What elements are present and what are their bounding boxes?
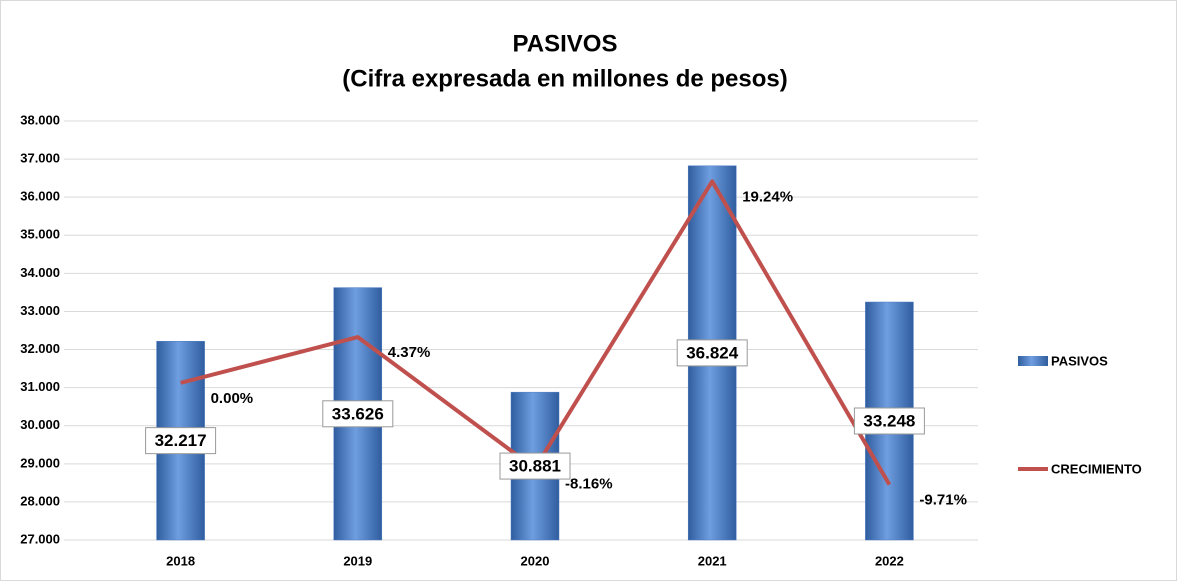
data-label: 33.626: [332, 404, 384, 423]
x-tick-label: 2022: [875, 553, 904, 568]
y-tick-label: 30.000: [20, 417, 60, 432]
data-label-box: [676, 339, 748, 367]
data-label-box: [499, 452, 571, 480]
x-tick-label: 2021: [698, 553, 727, 568]
data-label: 0.00%: [211, 390, 254, 407]
data-label-box: [145, 427, 217, 455]
y-tick-label: 32.000: [20, 341, 60, 356]
y-tick-label: 36.000: [20, 189, 60, 204]
data-label: -9.71%: [919, 492, 967, 509]
y-tick-label: 38.000: [20, 112, 60, 127]
data-label: 19.24%: [742, 188, 793, 205]
y-tick-label: 29.000: [20, 455, 60, 470]
data-label: 4.37%: [388, 344, 431, 361]
data-label: 36.824: [686, 343, 739, 362]
data-label: -8.16%: [565, 475, 613, 492]
x-tick-label: 2018: [166, 553, 195, 568]
legend-swatch: [1018, 356, 1048, 366]
y-tick-label: 31.000: [20, 379, 60, 394]
data-label-box: [853, 407, 925, 435]
data-label: 32.217: [155, 431, 207, 450]
y-tick-label: 33.000: [20, 303, 60, 318]
x-tick-label: 2019: [343, 553, 372, 568]
legend-label: PASIVOS: [1051, 353, 1108, 368]
chart-title: PASIVOS: [513, 30, 618, 57]
y-tick-label: 27.000: [20, 531, 60, 546]
chart-subtitle: (Cifra expresada en millones de pesos): [342, 65, 788, 92]
data-label: 30.881: [509, 457, 561, 476]
y-tick-label: 34.000: [20, 265, 60, 280]
data-label: 33.248: [863, 411, 915, 430]
legend-label: CRECIMIENTO: [1051, 461, 1142, 476]
x-tick-label: 2020: [521, 553, 550, 568]
y-tick-label: 28.000: [20, 493, 60, 508]
y-tick-label: 37.000: [20, 151, 60, 166]
y-tick-label: 35.000: [20, 227, 60, 242]
data-label-box: [322, 400, 394, 428]
